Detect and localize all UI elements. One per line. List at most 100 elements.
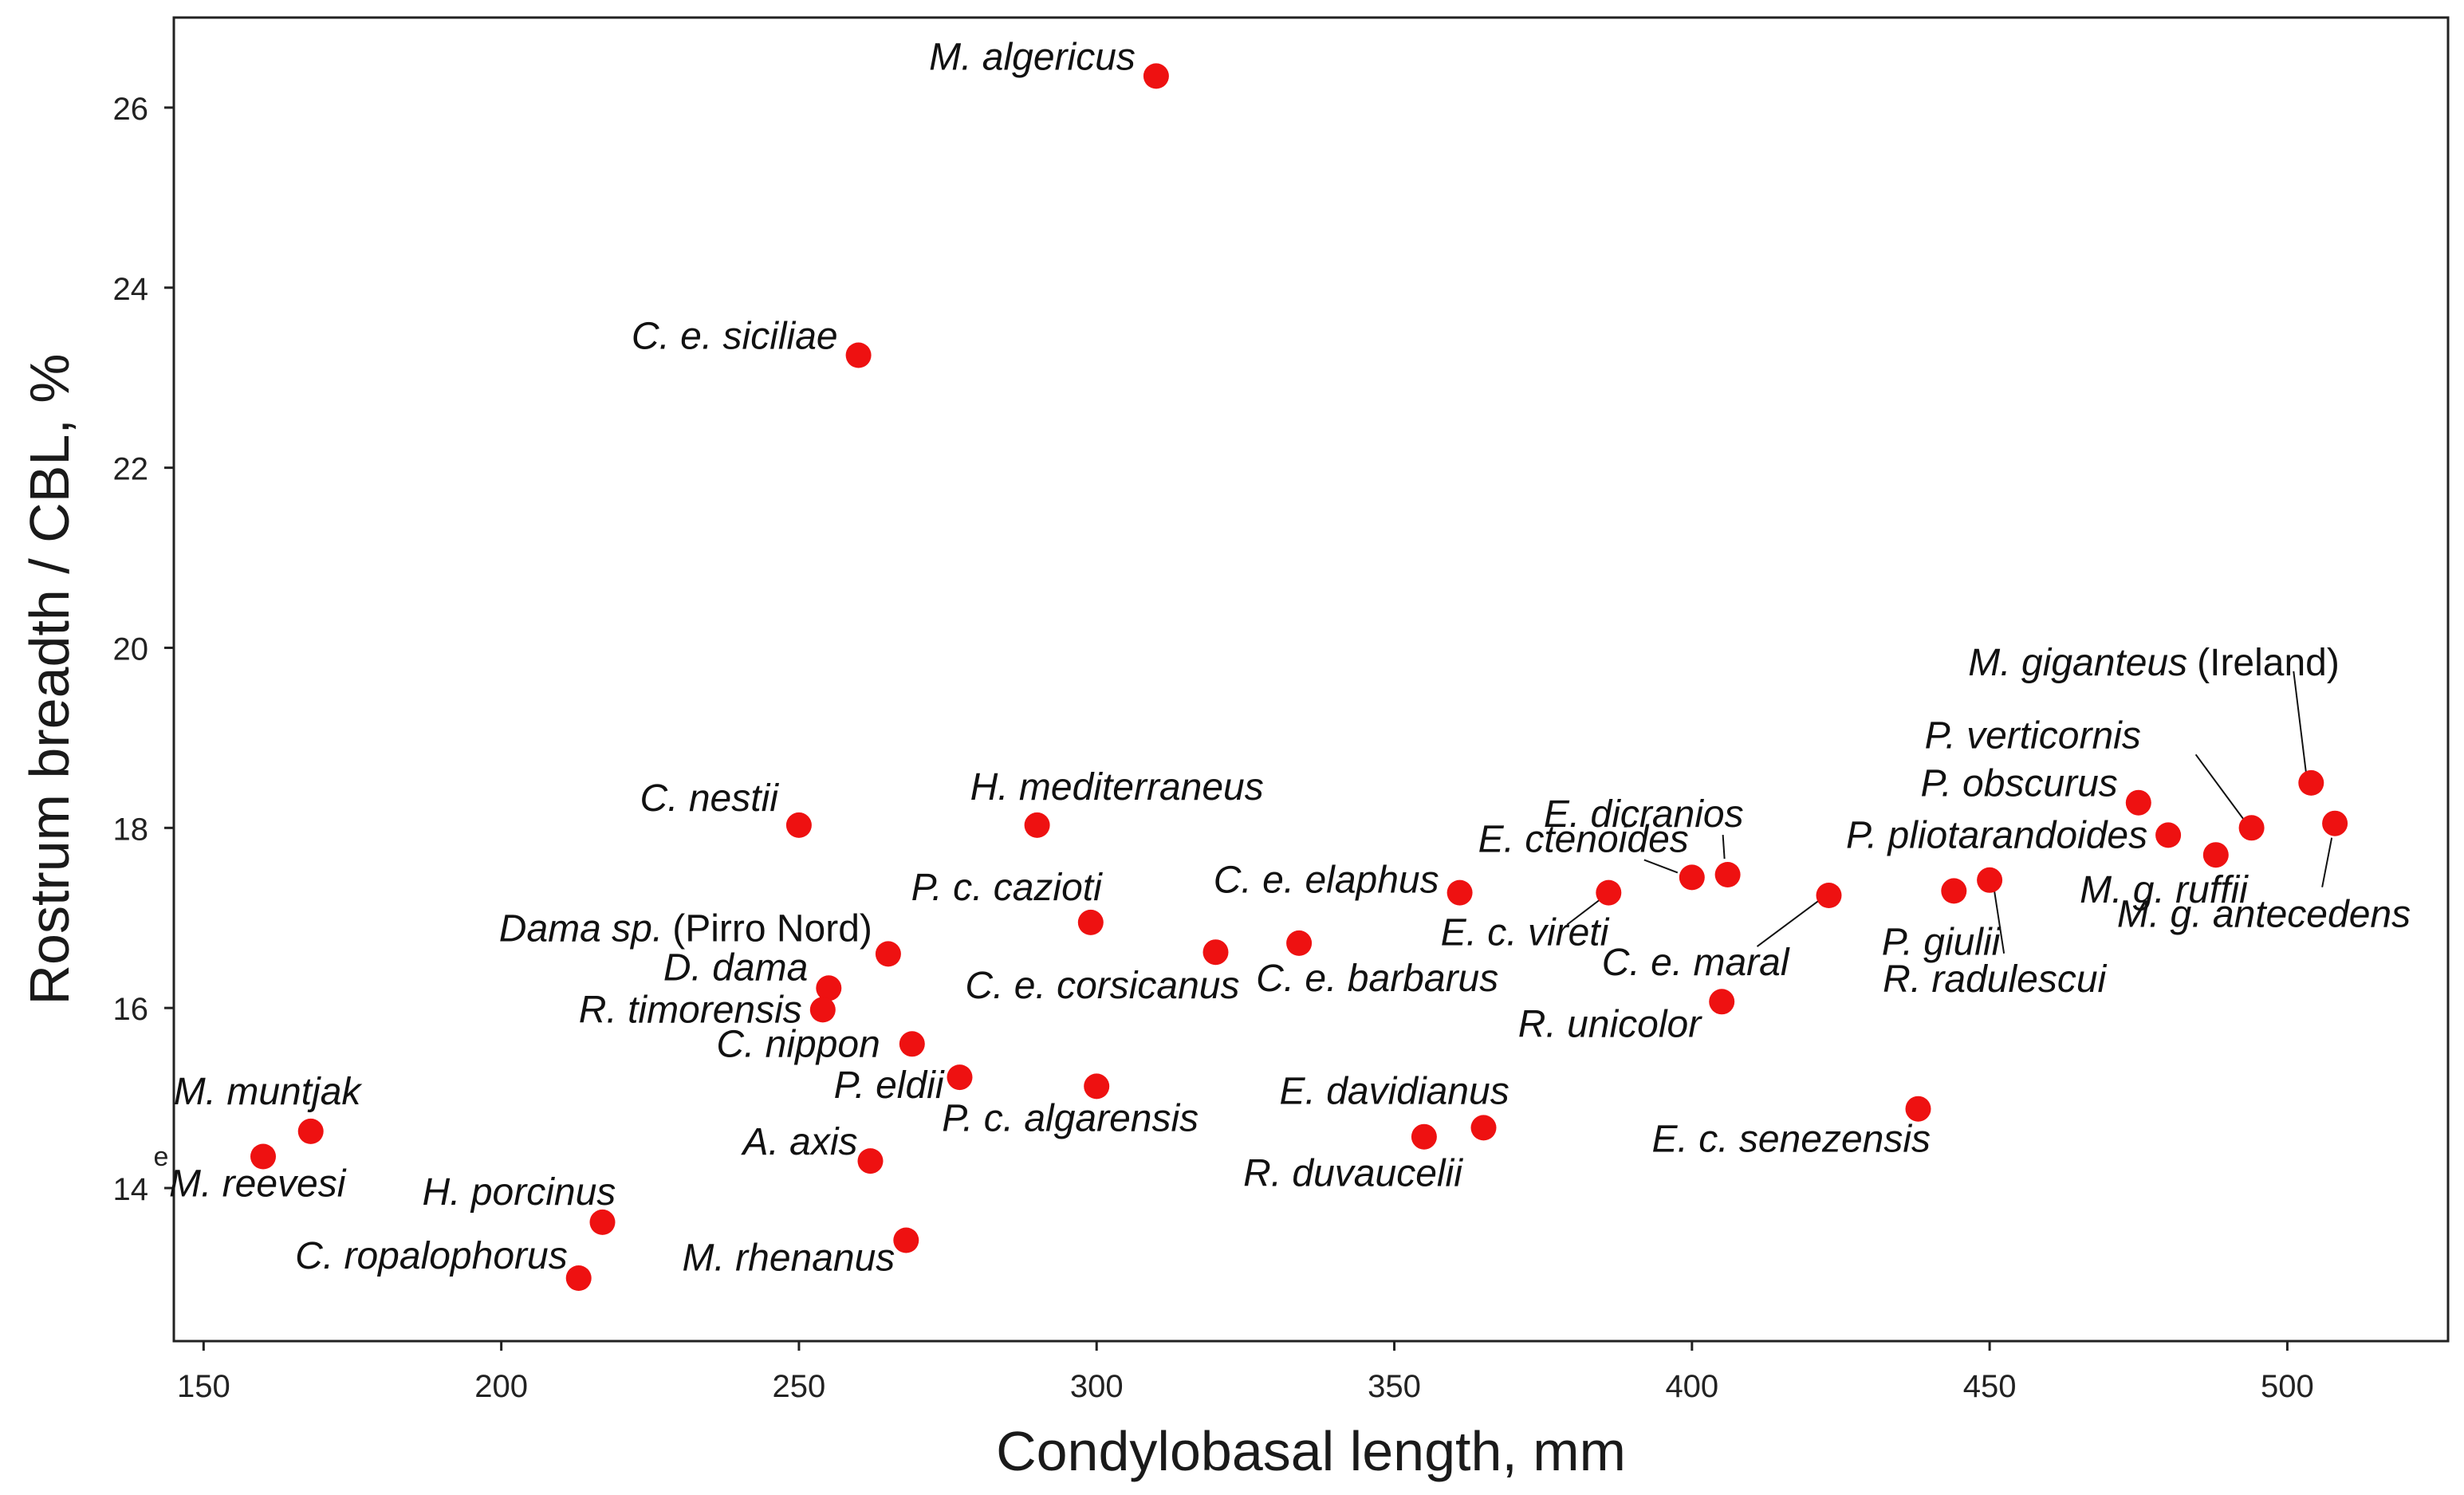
point-c-e-elaphus — [1447, 879, 1473, 906]
point-m-g-ruffii — [2202, 842, 2229, 868]
x-tick-label-400: 400 — [1665, 1369, 1718, 1404]
label-name-h-mediterraneus: H. mediterraneus — [970, 766, 1264, 808]
label-name-e-c-senezensis: E. c. senezensis — [1652, 1119, 1931, 1161]
leader-lines — [1566, 671, 2333, 954]
label-p-pliotarandoides: P. pliotarandoides — [1846, 814, 2147, 856]
label-c-ropalophorus: C. ropalophorus — [295, 1235, 568, 1277]
label-name-m-muntjak: M. muntjak — [174, 1071, 364, 1113]
point-m-reevesi — [250, 1143, 276, 1170]
label-suffix-m-giganteus: (Ireland) — [2197, 642, 2340, 684]
label-p-c-cazioti: P. c. cazioti — [911, 867, 1104, 909]
label-c-e-siciliae: C. e. siciliae — [632, 316, 838, 358]
label-name-c-nestii: C. nestii — [640, 777, 780, 820]
x-tick-label-300: 300 — [1070, 1369, 1124, 1404]
label-m-g-ruffii: M. g. ruffii — [2080, 869, 2249, 911]
point-m-algericus — [1143, 63, 1169, 89]
data-points — [250, 63, 2348, 1291]
point-r-timorensis — [809, 997, 836, 1023]
label-c-e-barbarus: C. e. barbarus — [1256, 958, 1498, 1000]
leader-e-ctenoides — [1643, 859, 1679, 874]
leader-r-radulescui — [1994, 891, 2005, 954]
point-a-axis — [857, 1148, 884, 1174]
point-p-eldii — [947, 1064, 973, 1091]
label-name-m-g-antecedens: M. g. antecedens — [2117, 894, 2411, 936]
label-m-giganteus: M. giganteus (Ireland) — [1968, 642, 2340, 684]
label-name-c-e-elaphus: C. e. elaphus — [1214, 860, 1439, 902]
leader-p-verticornis — [2194, 753, 2246, 822]
y-tick-label-14: 14 — [113, 1172, 149, 1207]
label-m-g-antecedens: M. g. antecedens — [2117, 894, 2411, 936]
label-name-m-giganteus: M. giganteus — [1968, 642, 2187, 684]
point-c-e-siciliae — [845, 342, 872, 368]
y-tick-label-20: 20 — [113, 631, 149, 667]
label-name-d-dama: D. dama — [663, 946, 808, 989]
point-d-dama — [816, 975, 842, 1001]
label-c-e-corsicanus: C. e. corsicanus — [965, 965, 1239, 1007]
point-h-porcinus — [589, 1209, 616, 1235]
y-tick-label-18: 18 — [113, 812, 149, 847]
x-tick-label-500: 500 — [2261, 1369, 2314, 1404]
plot-frame — [172, 16, 2450, 1343]
point-c-e-barbarus — [1286, 930, 1313, 956]
point-p-giulii — [1941, 878, 1967, 904]
point-p-verticornis — [2238, 815, 2265, 841]
label-name-c-e-siciliae: C. e. siciliae — [632, 316, 838, 358]
label-r-duvaucelii: R. duvaucelii — [1243, 1153, 1463, 1195]
label-r-unicolor: R. unicolor — [1518, 1003, 1702, 1045]
leader-c-e-maral — [1756, 899, 1820, 947]
label-d-dama: D. dama — [663, 946, 808, 989]
stray-mark: e — [154, 1142, 169, 1172]
label-e-dicranios: E. dicranios — [1544, 793, 1744, 836]
label-e-c-senezensis: E. c. senezensis — [1652, 1119, 1931, 1161]
point-c-nestii — [785, 812, 812, 838]
x-tick-labels: 150 200 250 300 350 400 450 500 — [177, 1369, 2314, 1404]
label-p-eldii: P. eldii — [834, 1064, 945, 1107]
leader-e-c-vireti — [1566, 898, 1601, 926]
label-p-obscurus: P. obscurus — [1921, 763, 2118, 805]
label-name-e-davidianus: E. davidianus — [1280, 1070, 1509, 1112]
label-name-r-unicolor: R. unicolor — [1518, 1003, 1702, 1045]
x-tick-label-250: 250 — [773, 1369, 826, 1404]
label-c-nippon: C. nippon — [716, 1023, 880, 1065]
label-name-r-radulescui: R. radulescui — [1883, 958, 2107, 1001]
label-name-c-e-maral: C. e. maral — [1602, 942, 1790, 984]
point-m-muntjak — [297, 1118, 324, 1144]
label-h-porcinus: H. porcinus — [423, 1171, 616, 1214]
label-dama-sp: Dama sp. (Pirro Nord) — [499, 907, 872, 950]
label-name-p-pliotarandoides: P. pliotarandoides — [1846, 814, 2147, 856]
label-name-m-g-ruffii: M. g. ruffii — [2080, 869, 2249, 911]
x-tick-label-450: 450 — [1963, 1369, 2017, 1404]
label-c-e-maral: C. e. maral — [1602, 942, 1790, 984]
label-p-giulii: P. giulii — [1882, 921, 2002, 963]
point-h-mediterraneus — [1024, 812, 1050, 838]
label-name-e-c-vireti: E. c. vireti — [1441, 912, 1610, 954]
axis-ticks — [164, 106, 2289, 1351]
x-tick-label-150: 150 — [177, 1369, 230, 1404]
label-name-e-dicranios: E. dicranios — [1544, 793, 1744, 836]
label-m-muntjak: M. muntjak — [174, 1071, 364, 1113]
y-axis-title: Rostrum breadth / CBL, % — [18, 354, 81, 1005]
point-p-c-cazioti — [1077, 909, 1104, 935]
label-name-p-obscurus: P. obscurus — [1921, 763, 2118, 805]
label-p-verticornis: P. verticornis — [1925, 714, 2141, 757]
label-name-c-nippon: C. nippon — [716, 1023, 880, 1065]
label-name-p-verticornis: P. verticornis — [1925, 714, 2141, 757]
point-m-giganteus — [2298, 769, 2324, 796]
label-r-timorensis: R. timorensis — [579, 989, 802, 1031]
point-p-pliotarandoides — [2155, 822, 2182, 848]
point-r-radulescui — [1977, 867, 2003, 893]
point-m-g-antecedens — [2322, 810, 2348, 836]
y-tick-label-22: 22 — [113, 452, 149, 487]
label-a-axis: A. axis — [740, 1121, 857, 1163]
label-name-p-c-algarensis: P. c. algarensis — [942, 1097, 1199, 1139]
x-tick-label-350: 350 — [1368, 1369, 1421, 1404]
point-r-duvaucelii — [1411, 1123, 1437, 1150]
label-name-p-eldii: P. eldii — [834, 1064, 945, 1107]
point-labels: M. algericus C. e. siciliae M. giganteus (I… — [169, 36, 2411, 1279]
leader-m-giganteus — [2293, 671, 2308, 775]
label-p-c-algarensis: P. c. algarensis — [942, 1097, 1199, 1139]
label-name-p-giulii: P. giulii — [1882, 921, 2002, 963]
point-c-nippon — [899, 1031, 925, 1057]
point-m-rhenanus — [893, 1227, 919, 1253]
